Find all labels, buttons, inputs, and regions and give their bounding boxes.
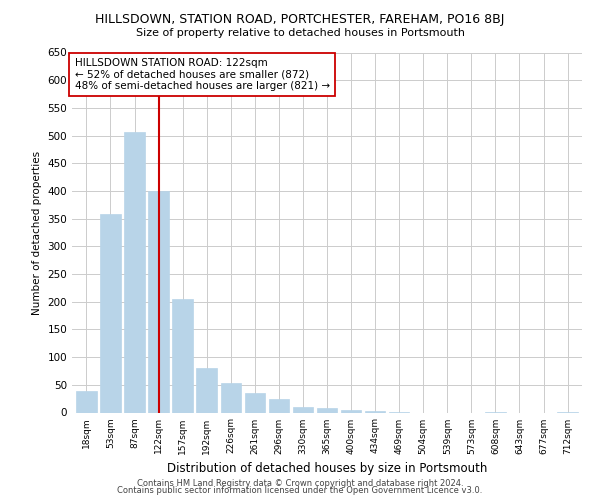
Bar — [100, 214, 121, 412]
Text: Size of property relative to detached houses in Portsmouth: Size of property relative to detached ho… — [136, 28, 464, 38]
Bar — [317, 408, 337, 412]
Text: Contains public sector information licensed under the Open Government Licence v3: Contains public sector information licen… — [118, 486, 482, 495]
Bar — [221, 383, 241, 412]
Bar — [124, 132, 145, 412]
Text: Contains HM Land Registry data © Crown copyright and database right 2024.: Contains HM Land Registry data © Crown c… — [137, 478, 463, 488]
Bar — [293, 407, 313, 412]
Bar — [245, 393, 265, 412]
Text: HILLSDOWN, STATION ROAD, PORTCHESTER, FAREHAM, PO16 8BJ: HILLSDOWN, STATION ROAD, PORTCHESTER, FA… — [95, 12, 505, 26]
Text: HILLSDOWN STATION ROAD: 122sqm
← 52% of detached houses are smaller (872)
48% of: HILLSDOWN STATION ROAD: 122sqm ← 52% of … — [74, 58, 329, 91]
Bar — [172, 299, 193, 412]
Bar — [196, 368, 217, 412]
Bar — [341, 410, 361, 412]
Bar — [76, 392, 97, 412]
Bar — [269, 398, 289, 412]
X-axis label: Distribution of detached houses by size in Portsmouth: Distribution of detached houses by size … — [167, 462, 487, 475]
Y-axis label: Number of detached properties: Number of detached properties — [32, 150, 42, 314]
Bar — [148, 191, 169, 412]
